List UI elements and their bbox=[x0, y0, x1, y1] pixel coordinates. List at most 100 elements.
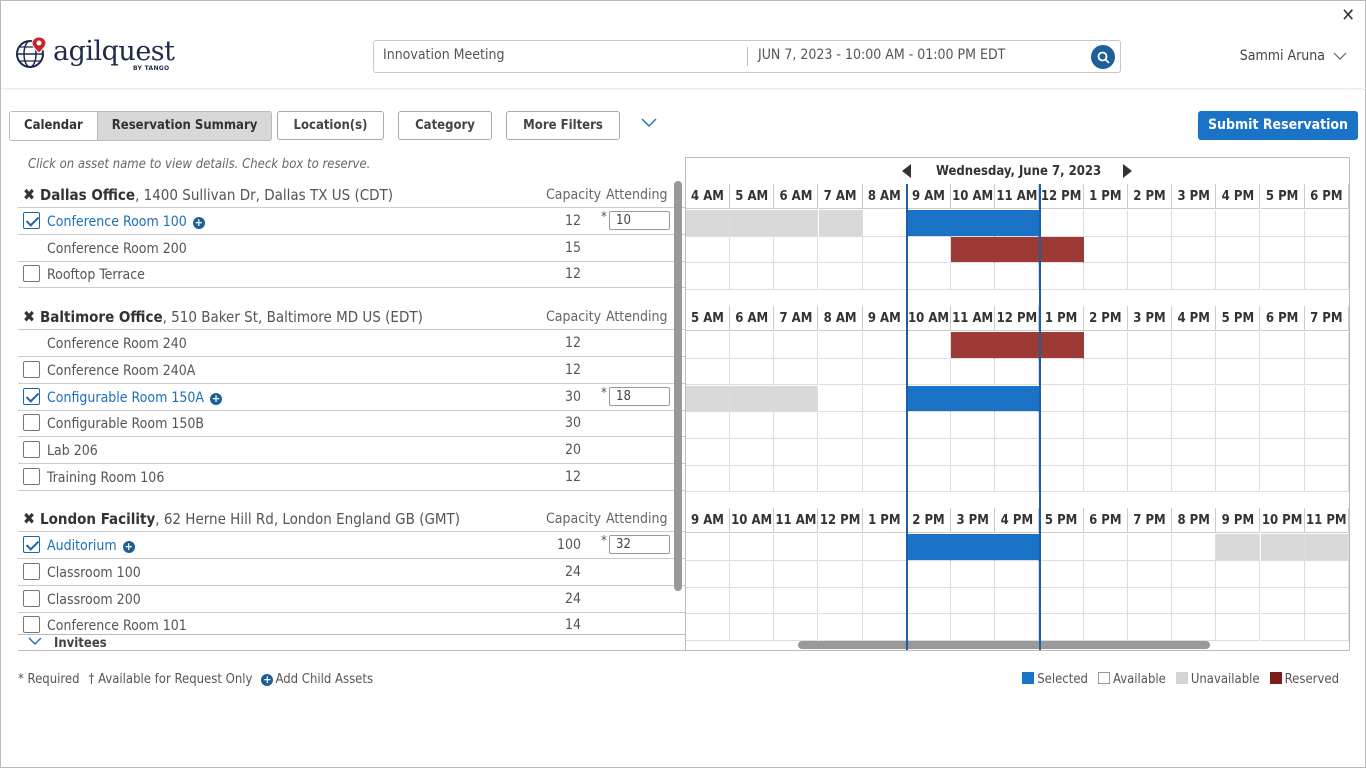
reserve-checkbox[interactable] bbox=[23, 212, 40, 229]
available-slot[interactable] bbox=[1216, 614, 1261, 642]
available-slot[interactable] bbox=[862, 438, 907, 466]
location-name[interactable]: Baltimore Office bbox=[40, 308, 163, 327]
available-slot[interactable] bbox=[1039, 412, 1084, 439]
available-slot[interactable] bbox=[995, 587, 1040, 615]
attending-input[interactable]: 18 bbox=[609, 386, 670, 406]
available-slot[interactable] bbox=[1083, 465, 1128, 493]
reserve-checkbox[interactable] bbox=[23, 616, 40, 634]
available-slot[interactable] bbox=[1172, 358, 1217, 386]
user-menu[interactable]: Sammi Aruna bbox=[1240, 48, 1347, 64]
asset-name-link[interactable]: Training Room 106 bbox=[47, 470, 164, 486]
available-slot[interactable] bbox=[818, 534, 863, 561]
available-slot[interactable] bbox=[1172, 263, 1217, 291]
asset-name-link[interactable]: Rooftop Terrace bbox=[47, 267, 145, 283]
available-slot[interactable] bbox=[1039, 210, 1084, 237]
available-slot[interactable] bbox=[951, 358, 996, 386]
invitees-section[interactable]: Invitees bbox=[18, 634, 685, 651]
selected-slot[interactable] bbox=[907, 210, 951, 237]
selected-slot[interactable] bbox=[951, 534, 996, 561]
available-slot[interactable] bbox=[686, 587, 730, 615]
available-slot[interactable] bbox=[1304, 412, 1349, 439]
reserve-checkbox[interactable] bbox=[23, 360, 40, 378]
available-slot[interactable] bbox=[818, 438, 863, 466]
submit-reservation-button[interactable]: Submit Reservation bbox=[1198, 111, 1358, 140]
previous-day-arrow-icon[interactable] bbox=[902, 164, 911, 178]
available-slot[interactable] bbox=[774, 358, 819, 386]
available-slot[interactable] bbox=[1128, 438, 1172, 466]
available-slot[interactable] bbox=[907, 332, 951, 359]
available-slot[interactable] bbox=[862, 561, 907, 588]
available-slot[interactable] bbox=[730, 332, 775, 359]
available-slot[interactable] bbox=[1083, 614, 1128, 642]
available-slot[interactable] bbox=[1128, 332, 1172, 359]
reservation-search-bar[interactable]: Innovation Meeting JUN 7, 2023 - 10:00 A… bbox=[373, 40, 1121, 73]
available-slot[interactable] bbox=[730, 465, 775, 493]
available-slot[interactable] bbox=[995, 263, 1040, 291]
asset-name[interactable]: Conference Room 100 bbox=[47, 214, 187, 230]
add-child-asset-icon[interactable]: + bbox=[210, 391, 222, 405]
available-slot[interactable] bbox=[951, 438, 996, 466]
available-slot[interactable] bbox=[686, 263, 730, 291]
available-slot[interactable] bbox=[774, 412, 819, 439]
close-icon[interactable]: ✕ bbox=[1341, 5, 1355, 26]
asset-name[interactable]: Classroom 200 bbox=[47, 591, 141, 608]
available-slot[interactable] bbox=[1128, 385, 1172, 413]
chevron-down-icon[interactable] bbox=[28, 636, 42, 646]
available-slot[interactable] bbox=[1083, 358, 1128, 386]
asset-name[interactable]: Conference Room 240A bbox=[47, 362, 196, 379]
asset-name-link[interactable]: Conference Room 240 bbox=[47, 336, 187, 352]
asset-name[interactable]: Conference Room 200 bbox=[47, 240, 187, 257]
asset-name[interactable]: Configurable Room 150B bbox=[47, 416, 205, 433]
available-slot[interactable] bbox=[862, 263, 907, 291]
available-slot[interactable] bbox=[1128, 587, 1172, 615]
available-slot[interactable] bbox=[862, 412, 907, 439]
available-slot[interactable] bbox=[774, 587, 819, 615]
available-slot[interactable] bbox=[1039, 534, 1084, 561]
asset-name-link[interactable]: Lab 206 bbox=[47, 443, 98, 459]
available-slot[interactable] bbox=[1172, 438, 1217, 466]
available-slot[interactable] bbox=[951, 614, 996, 642]
available-slot[interactable] bbox=[1216, 236, 1261, 264]
remove-location-icon[interactable]: ✖ bbox=[23, 185, 36, 204]
available-slot[interactable] bbox=[1216, 332, 1261, 359]
available-slot[interactable] bbox=[1083, 263, 1128, 291]
available-slot[interactable] bbox=[1172, 385, 1217, 413]
available-slot[interactable] bbox=[907, 561, 951, 588]
available-slot[interactable] bbox=[686, 438, 730, 466]
available-slot[interactable] bbox=[774, 332, 819, 359]
selected-slot[interactable] bbox=[995, 210, 1040, 237]
available-slot[interactable] bbox=[730, 412, 775, 439]
available-slot[interactable] bbox=[1083, 385, 1128, 413]
available-slot[interactable] bbox=[1039, 263, 1084, 291]
available-slot[interactable] bbox=[1039, 614, 1084, 642]
available-slot[interactable] bbox=[686, 358, 730, 386]
available-slot[interactable] bbox=[818, 614, 863, 642]
available-slot[interactable] bbox=[907, 438, 951, 466]
available-slot[interactable] bbox=[1260, 614, 1305, 642]
available-slot[interactable] bbox=[1304, 358, 1349, 386]
available-slot[interactable] bbox=[1304, 561, 1349, 588]
available-slot[interactable] bbox=[1172, 210, 1217, 237]
available-slot[interactable] bbox=[818, 358, 863, 386]
available-slot[interactable] bbox=[1083, 438, 1128, 466]
available-slot[interactable] bbox=[1172, 534, 1217, 561]
available-slot[interactable] bbox=[1216, 438, 1261, 466]
available-slot[interactable] bbox=[995, 465, 1040, 493]
available-slot[interactable] bbox=[907, 465, 951, 493]
available-slot[interactable] bbox=[1260, 210, 1305, 237]
available-slot[interactable] bbox=[1083, 534, 1128, 561]
available-slot[interactable] bbox=[1216, 358, 1261, 386]
available-slot[interactable] bbox=[730, 236, 775, 264]
asset-name[interactable]: Conference Room 101 bbox=[47, 618, 187, 635]
available-slot[interactable] bbox=[1128, 614, 1172, 642]
available-slot[interactable] bbox=[730, 534, 775, 561]
asset-name[interactable]: Configurable Room 150A bbox=[47, 389, 204, 406]
asset-name-link[interactable]: Conference Room 200 bbox=[47, 241, 187, 257]
available-slot[interactable] bbox=[774, 263, 819, 291]
available-slot[interactable] bbox=[818, 385, 863, 413]
available-slot[interactable] bbox=[1172, 614, 1217, 642]
asset-name-link[interactable]: Classroom 100 bbox=[47, 565, 141, 581]
available-slot[interactable] bbox=[862, 534, 907, 561]
asset-name[interactable]: Rooftop Terrace bbox=[47, 267, 145, 284]
asset-name[interactable]: Auditorium bbox=[47, 538, 117, 555]
